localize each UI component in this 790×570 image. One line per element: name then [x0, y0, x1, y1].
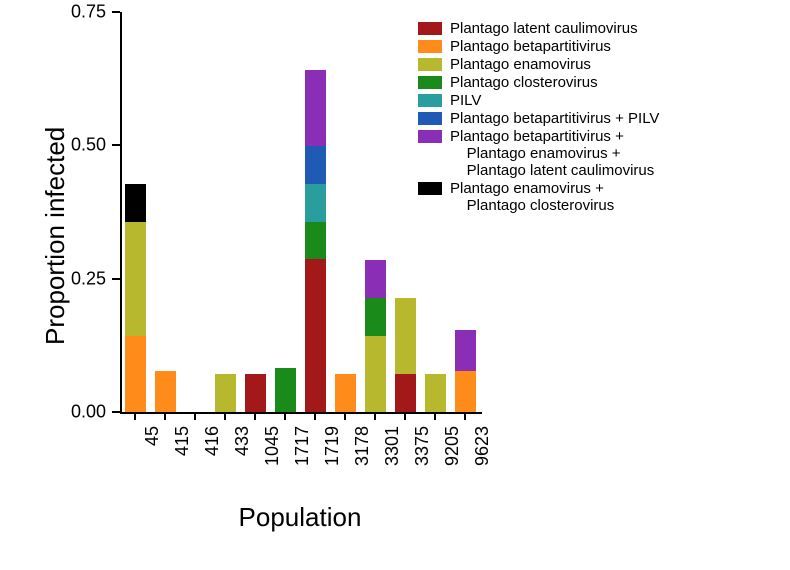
legend-label: Plantago betapartitivirus	[450, 38, 611, 55]
bar-segment	[305, 259, 326, 412]
bar-segment	[215, 374, 236, 412]
legend-item: Plantago latent caulimovirus	[418, 20, 659, 37]
legend-label: Plantago betapartitivirus + Plantago ena…	[450, 128, 654, 179]
legend-swatch	[418, 22, 442, 35]
y-tick	[112, 11, 120, 13]
legend-item: Plantago enamovirus	[418, 56, 659, 73]
y-tick	[112, 411, 120, 413]
y-tick-label: 0.50	[62, 135, 106, 156]
bar-segment	[305, 184, 326, 222]
x-tick-label: 9205	[442, 426, 463, 466]
legend-swatch	[418, 112, 442, 125]
bar-segment	[365, 336, 386, 412]
legend-swatch	[418, 76, 442, 89]
bar-segment	[275, 368, 296, 412]
x-tick	[194, 412, 196, 420]
bar-segment	[245, 374, 266, 412]
x-tick-label: 415	[172, 426, 193, 456]
x-tick	[284, 412, 286, 420]
bar-segment	[395, 374, 416, 412]
bar-segment	[395, 298, 416, 374]
y-tick-label: 0.75	[62, 2, 106, 23]
x-tick	[434, 412, 436, 420]
x-tick	[314, 412, 316, 420]
legend-swatch	[418, 130, 442, 143]
legend-item: Plantago betapartitivirus + PILV	[418, 110, 659, 127]
bar-segment	[335, 374, 356, 412]
x-tick-label: 1045	[262, 426, 283, 466]
legend-swatch	[418, 40, 442, 53]
y-tick	[112, 278, 120, 280]
legend-swatch	[418, 58, 442, 71]
bar-segment	[125, 336, 146, 412]
legend-label: PILV	[450, 92, 481, 109]
x-tick	[224, 412, 226, 420]
legend-label: Plantago enamovirus + Plantago closterov…	[450, 180, 614, 214]
bar-segment	[155, 371, 176, 412]
x-tick-label: 1719	[322, 426, 343, 466]
legend-item: Plantago betapartitivirus + Plantago ena…	[418, 128, 659, 179]
x-tick-label: 1717	[292, 426, 313, 466]
x-tick	[134, 412, 136, 420]
legend: Plantago latent caulimovirusPlantago bet…	[418, 20, 659, 215]
x-tick	[404, 412, 406, 420]
x-tick	[164, 412, 166, 420]
legend-label: Plantago closterovirus	[450, 74, 598, 91]
bar-segment	[125, 184, 146, 222]
x-tick-label: 9623	[472, 426, 493, 466]
legend-item: Plantago betapartitivirus	[418, 38, 659, 55]
x-tick	[254, 412, 256, 420]
bar-segment	[305, 70, 326, 146]
bar-segment	[455, 330, 476, 371]
y-tick-label: 0.25	[62, 268, 106, 289]
bar-segment	[305, 222, 326, 260]
legend-label: Plantago latent caulimovirus	[450, 20, 638, 37]
x-tick-label: 3375	[412, 426, 433, 466]
legend-label: Plantago enamovirus	[450, 56, 591, 73]
x-tick-label: 3178	[352, 426, 373, 466]
x-tick	[374, 412, 376, 420]
bar-segment	[365, 298, 386, 336]
bar-segment	[455, 371, 476, 412]
bar-segment	[125, 222, 146, 336]
x-axis-title: Population	[120, 502, 480, 533]
legend-swatch	[418, 94, 442, 107]
x-tick-label: 433	[232, 426, 253, 456]
x-tick-label: 3301	[382, 426, 403, 466]
legend-swatch	[418, 182, 442, 195]
x-tick-label: 416	[202, 426, 223, 456]
legend-item: PILV	[418, 92, 659, 109]
bar-segment	[425, 374, 446, 412]
x-tick-label: 45	[142, 426, 163, 446]
chart-container: Proportion infected Population Plantago …	[0, 0, 790, 570]
bar-segment	[305, 146, 326, 184]
legend-label: Plantago betapartitivirus + PILV	[450, 110, 659, 127]
y-tick	[112, 144, 120, 146]
legend-item: Plantago enamovirus + Plantago closterov…	[418, 180, 659, 214]
legend-item: Plantago closterovirus	[418, 74, 659, 91]
x-tick	[344, 412, 346, 420]
bar-segment	[365, 260, 386, 298]
y-axis-title: Proportion infected	[40, 127, 71, 345]
y-tick-label: 0.00	[62, 402, 106, 423]
x-tick	[464, 412, 466, 420]
